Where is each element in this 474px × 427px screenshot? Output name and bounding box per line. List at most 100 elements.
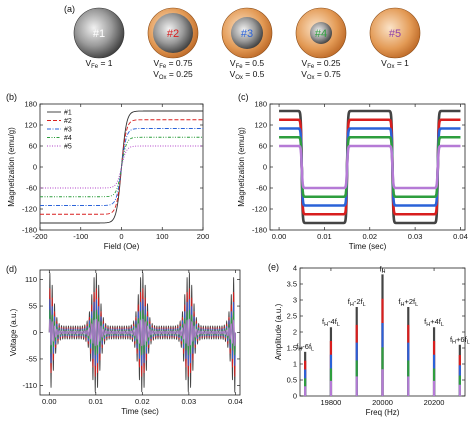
volume-fraction-label: VFe = 0.75 — [154, 58, 193, 70]
series-line-2 — [40, 119, 203, 215]
y-tick-label: -55 — [26, 354, 37, 363]
y-tick-label: 3.5 — [287, 280, 297, 289]
volume-fraction-label: VOx = 0.75 — [301, 69, 341, 81]
x-tick-label: 0.00 — [272, 232, 287, 241]
x-tick-label: 0.00 — [42, 397, 57, 406]
peak-label: fH-6fL — [296, 342, 314, 353]
sphere-id-label: #3 — [241, 28, 253, 40]
sphere-id-label: #1 — [93, 28, 105, 40]
volume-fraction-label: VOx = 0.5 — [230, 69, 265, 81]
sphere-1: #1 VFe = 1 — [73, 7, 125, 70]
x-tick-label: 0 — [119, 232, 123, 241]
peak-label: fH+4fL — [424, 317, 444, 328]
y-tick-label: 180 — [254, 100, 267, 109]
x-tick-label: 100 — [156, 232, 169, 241]
x-axis-label: Field (Oe) — [104, 242, 140, 251]
panel-b: -200 -100 0 100 200 -180 -120 -60 0 60 120 180 Field… — [6, 92, 209, 251]
x-tick-label: 0.04 — [453, 232, 468, 241]
y-axis-label: Magnetization (emu/g) — [237, 127, 246, 207]
y-tick-label: 0 — [263, 163, 267, 172]
y-tick-label: 3 — [293, 296, 297, 305]
panel-d: 0.00 0.01 0.02 0.03 0.04 -110 -55 0 55 110 Time (s… — [6, 264, 243, 416]
panel-c: 0.00 0.01 0.02 0.03 0.04 -180 -120 -60 0 60 120 180… — [237, 92, 468, 251]
panel-label: (d) — [6, 264, 17, 274]
y-tick-label: -180 — [252, 226, 267, 235]
y-tick-label: -180 — [22, 226, 37, 235]
y-tick-label: -120 — [22, 205, 37, 214]
y-tick-label: -110 — [23, 381, 37, 390]
iron-core — [153, 13, 193, 53]
series-line-5 — [279, 144, 461, 190]
panel-label: (c) — [238, 92, 249, 102]
legend-entry: #1 — [64, 110, 72, 117]
peak-label: fH+6fL — [450, 335, 470, 346]
peak-label: fH-2fL — [348, 297, 366, 308]
x-tick-label: 0.04 — [228, 397, 243, 406]
series-line-2 — [279, 118, 461, 216]
y-tick-label: -60 — [26, 184, 37, 193]
x-tick-label: 0.02 — [135, 397, 150, 406]
peak-label: fH-4fL — [322, 317, 340, 328]
y-tick-label: 180 — [24, 100, 37, 109]
x-tick-label: 0.01 — [317, 232, 332, 241]
x-axis-label: Time (sec) — [121, 407, 159, 416]
sphere-id-label: #4 — [315, 28, 327, 40]
series-line-1 — [279, 109, 461, 225]
x-axis-label: Freq (Hz) — [366, 408, 400, 417]
x-axis-label: Time (sec) — [349, 242, 387, 251]
y-axis-label: Magnetization (emu/g) — [7, 127, 16, 207]
x-tick-label: 200 — [197, 232, 210, 241]
y-tick-label: 60 — [259, 142, 267, 151]
legend-entry: #4 — [64, 135, 72, 142]
panel-a-label: (a) — [64, 4, 75, 14]
volume-fraction-label: VFe = 1 — [85, 58, 112, 70]
x-tick-label: 0.03 — [182, 397, 197, 406]
sphere-id-label: #2 — [167, 28, 179, 40]
y-tick-label: 1.5 — [287, 344, 297, 353]
volume-fraction-label: VOx = 1 — [381, 58, 409, 70]
oxide-shell — [369, 7, 421, 59]
y-tick-label: 55 — [29, 302, 37, 311]
panel-label: (e) — [268, 262, 279, 272]
iron-core — [310, 22, 332, 44]
y-tick-label: -120 — [252, 205, 267, 214]
iron-core — [231, 17, 263, 49]
iron-core — [73, 7, 125, 59]
series-line-3 — [279, 127, 461, 207]
peak-label: fH+2fL — [398, 297, 418, 308]
volume-fraction-label: VFe = 0.5 — [230, 58, 264, 70]
series-line-5 — [40, 145, 203, 189]
x-tick-label: 20200 — [424, 398, 445, 407]
peak-label: fH — [379, 264, 385, 275]
y-axis-label: Amplitude (a.u.) — [274, 303, 283, 360]
y-tick-label: 0 — [293, 392, 297, 401]
y-tick-label: 4 — [293, 264, 297, 273]
x-tick-label: 19800 — [321, 398, 342, 407]
x-tick-label: 0.03 — [408, 232, 423, 241]
y-tick-label: 0 — [33, 328, 37, 337]
x-tick-label: 0.02 — [362, 232, 377, 241]
volume-fraction-label: VOx = 0.25 — [153, 69, 193, 81]
y-tick-label: 2 — [293, 328, 297, 337]
y-tick-label: 1 — [293, 360, 297, 369]
series-line-5 — [48, 318, 236, 347]
sphere-id-label: #5 — [389, 28, 401, 40]
legend-entry: #3 — [64, 127, 72, 134]
x-tick-label: -200 — [32, 232, 47, 241]
y-tick-label: 0 — [33, 163, 37, 172]
y-tick-label: 120 — [24, 121, 37, 130]
y-axis-label: Voltage (a.u.) — [9, 308, 18, 356]
y-tick-label: -60 — [256, 184, 267, 193]
series-line-3 — [40, 128, 203, 206]
y-tick-label: 110 — [25, 275, 37, 284]
y-tick-label: 0.5 — [287, 376, 297, 385]
x-tick-label: 20000 — [372, 398, 393, 407]
panel-label: (b) — [6, 92, 17, 102]
panel-e: 19800 20000 20200 0 0.5 1 1.5 2 2.5 3 3.5 4 Freq (Hz… — [268, 262, 470, 417]
legend-entry: #2 — [64, 118, 72, 125]
